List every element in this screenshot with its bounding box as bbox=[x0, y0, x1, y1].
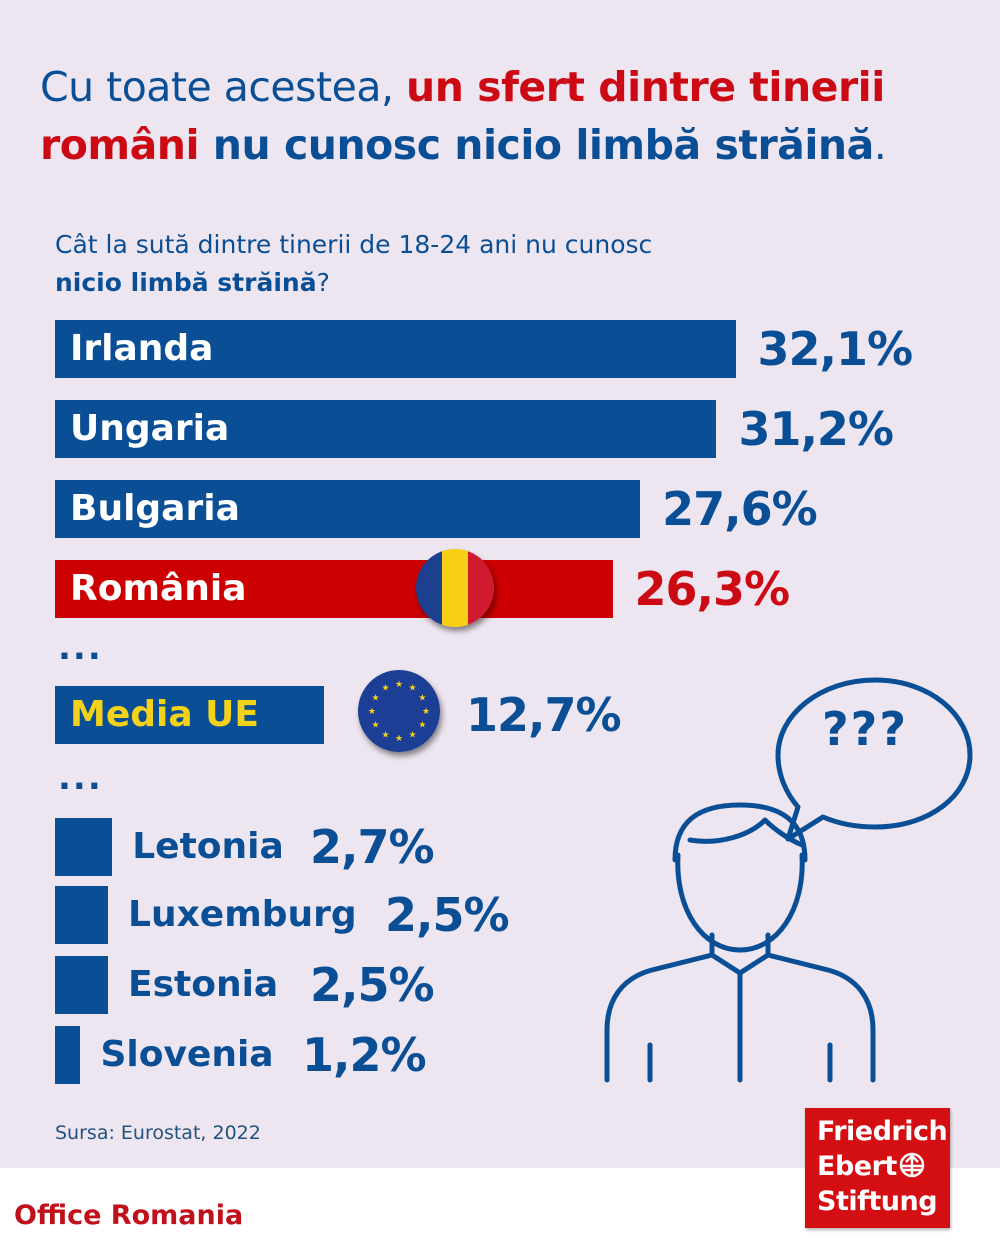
ellipsis: ... bbox=[58, 758, 103, 798]
category-label: Irlanda bbox=[70, 328, 214, 369]
fes-emblem-icon bbox=[899, 1152, 925, 1178]
bar-slovenia bbox=[55, 1026, 81, 1084]
star-icon: ★ bbox=[368, 707, 376, 717]
logo-line: Ebert bbox=[817, 1149, 950, 1184]
star-icon: ★ bbox=[372, 720, 380, 730]
category-label: Slovenia bbox=[100, 1034, 274, 1075]
headline-end: . bbox=[873, 121, 887, 169]
source-note: Sursa: Eurostat, 2022 bbox=[55, 1122, 261, 1144]
headline-part: Cu toate acestea, bbox=[40, 63, 407, 111]
eu-flag-icon: ★ ★★★★★★★★★★★ bbox=[358, 670, 440, 752]
value-label: 31,2% bbox=[738, 402, 894, 456]
value-label: 26,3% bbox=[634, 562, 791, 616]
fes-logo: Friedrich Ebert Stiftung bbox=[805, 1108, 950, 1228]
star-icon: ★ bbox=[418, 693, 426, 703]
logo-line: Friedrich bbox=[817, 1116, 948, 1147]
bar-letonia bbox=[55, 818, 113, 876]
person-thinking-icon bbox=[604, 677, 973, 1083]
office-label: Office Romania bbox=[14, 1200, 244, 1231]
subtitle-line1: Cât la sută dintre tinerii de 18-24 ani … bbox=[55, 230, 653, 259]
star-icon: ★ bbox=[372, 693, 380, 703]
bar-estonia bbox=[55, 956, 108, 1014]
value-label: 2,5% bbox=[385, 888, 510, 942]
star-icon: ★ bbox=[381, 730, 389, 740]
category-label: Estonia bbox=[128, 964, 279, 1005]
value-label: 1,2% bbox=[302, 1028, 427, 1082]
category-label: Bulgaria bbox=[70, 488, 240, 529]
subtitle-q: ? bbox=[316, 268, 330, 297]
chart-subtitle: Cât la sută dintre tinerii de 18-24 ani … bbox=[55, 226, 652, 302]
bar-bulgaria bbox=[55, 480, 641, 538]
value-label: 32,1% bbox=[757, 322, 914, 376]
headline: Cu toate acestea, un sfert dintre tineri… bbox=[40, 58, 980, 174]
value-label: 12,7% bbox=[466, 688, 622, 742]
star-icon: ★ bbox=[395, 680, 403, 690]
category-label: România bbox=[70, 568, 247, 609]
headline-highlight: un sfert dintre tinerii români bbox=[40, 63, 885, 169]
romania-flag-icon bbox=[416, 549, 494, 627]
ellipsis: ... bbox=[58, 628, 103, 668]
star-icon: ★ bbox=[408, 683, 416, 693]
value-label: 2,7% bbox=[310, 820, 435, 874]
logo-line: Stiftung bbox=[817, 1186, 938, 1217]
subtitle-line2: nicio limbă străină? bbox=[55, 264, 652, 302]
bar-irlanda bbox=[55, 320, 736, 378]
bar-ungaria bbox=[55, 400, 717, 458]
bar-românia bbox=[55, 560, 613, 618]
star-icon: ★ bbox=[395, 734, 403, 744]
category-label: Letonia bbox=[132, 826, 284, 867]
value-label: 27,6% bbox=[662, 482, 818, 536]
headline-bold: nu cunosc nicio limbă străină bbox=[199, 121, 874, 169]
star-icon: ★ bbox=[408, 730, 416, 740]
bar-luxemburg bbox=[55, 886, 108, 944]
star-icon: ★ bbox=[418, 720, 426, 730]
bar-media-ue bbox=[55, 686, 325, 744]
category-label: Media UE bbox=[70, 694, 259, 735]
star-icon: ★ bbox=[381, 683, 389, 693]
category-label: Ungaria bbox=[70, 408, 230, 449]
speech-bubble-text: ??? bbox=[822, 702, 909, 756]
subtitle-bold: nicio limbă străină bbox=[55, 268, 317, 297]
logo-word: Ebert bbox=[817, 1151, 897, 1182]
category-label: Luxemburg bbox=[128, 894, 357, 935]
value-label: 2,5% bbox=[310, 958, 435, 1012]
star-icon: ★ bbox=[422, 707, 430, 717]
